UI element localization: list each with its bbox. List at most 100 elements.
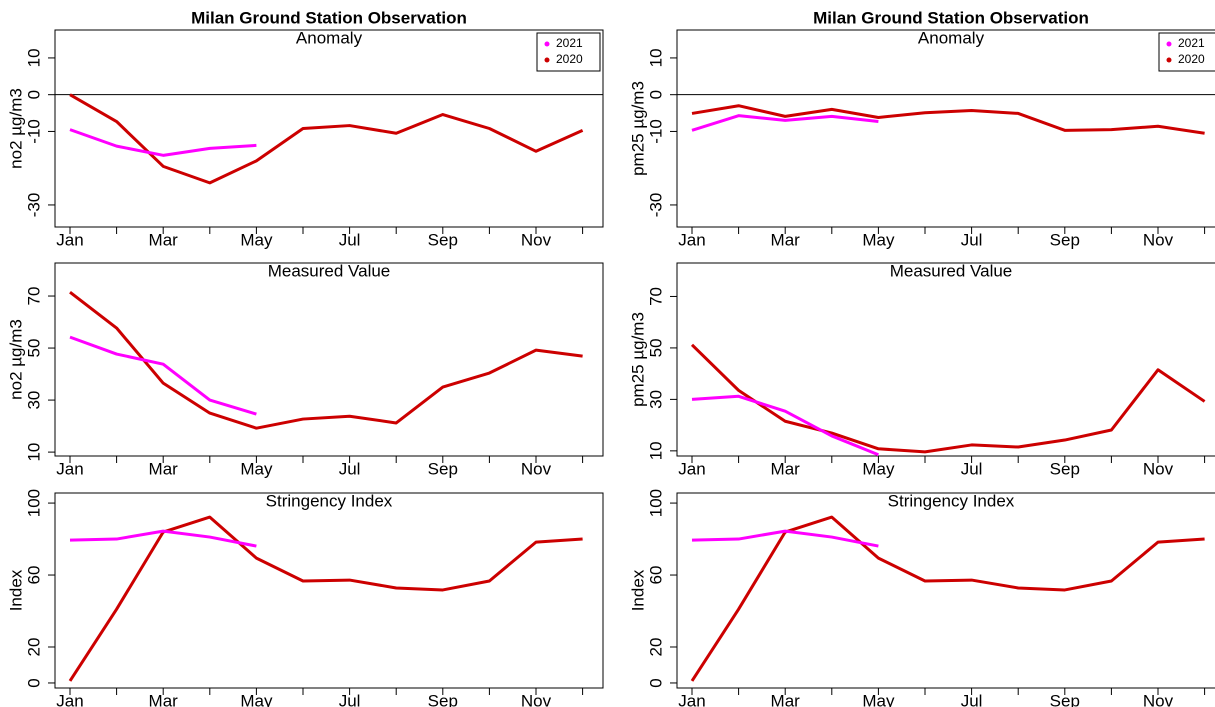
series-line (69, 128, 257, 157)
y-tick-label: 60 (24, 566, 43, 585)
series-line (69, 290, 583, 430)
x-tick-label: Jul (339, 459, 361, 478)
x-tick-label: Mar (149, 459, 179, 478)
x-tick-label: Sep (1050, 459, 1080, 478)
plot-frame (54, 29, 604, 228)
x-tick-label: Mar (771, 691, 801, 707)
y-tick-label: 0 (24, 678, 43, 687)
subtitle: Measured Value (890, 261, 1013, 280)
x-tick-label: May (862, 691, 895, 707)
x-tick-label: Jan (56, 230, 83, 249)
chart-title: Milan Ground Station Observation (191, 8, 467, 27)
series-line (690, 343, 1206, 454)
y-tick-label: 30 (24, 391, 43, 410)
y-tick-label: 10 (646, 441, 665, 460)
y-axis-label: Index (6, 569, 25, 611)
y-axis-label: no2 µg/m3 (6, 319, 25, 400)
plot-frame (54, 262, 604, 457)
x-tick-label: Nov (1143, 230, 1174, 249)
y-tick-label: 30 (646, 390, 665, 409)
y-tick-label: 10 (646, 48, 665, 67)
x-tick-label: Jan (678, 459, 705, 478)
x-tick-label: Jul (339, 691, 361, 707)
x-tick-label: May (240, 459, 273, 478)
x-tick-label: May (862, 459, 895, 478)
y-tick-label: -10 (646, 119, 665, 144)
subtitle: Stringency Index (888, 491, 1015, 510)
plot-frame (54, 492, 604, 689)
x-tick-label: Sep (428, 230, 458, 249)
subtitle: Stringency Index (266, 491, 393, 510)
legend-label: 2020 (1178, 52, 1205, 66)
y-tick-label: 20 (646, 638, 665, 657)
x-tick-label: Jul (961, 459, 983, 478)
y-tick-label: 0 (646, 678, 665, 687)
series-line (691, 394, 879, 457)
legend-marker (1166, 41, 1172, 47)
x-tick-label: Jul (961, 691, 983, 707)
x-tick-label: Mar (149, 691, 179, 707)
x-tick-label: Mar (771, 459, 801, 478)
x-tick-label: Sep (1050, 691, 1080, 707)
x-tick-label: Nov (1143, 459, 1174, 478)
y-tick-label: 70 (24, 287, 43, 306)
legend-label: 2020 (556, 52, 583, 66)
x-tick-label: May (240, 691, 273, 707)
plot-frame (676, 29, 1215, 228)
x-tick-label: Mar (771, 230, 801, 249)
x-tick-label: Sep (1050, 230, 1080, 249)
x-tick-label: Jan (56, 691, 83, 707)
legend-label: 2021 (1178, 36, 1205, 50)
y-tick-label: 100 (24, 489, 43, 517)
x-tick-label: Sep (428, 459, 458, 478)
series-line (690, 515, 1205, 682)
x-tick-label: Jul (339, 230, 361, 249)
y-tick-label: 60 (646, 566, 665, 585)
x-tick-label: Jan (678, 691, 705, 707)
series-line (69, 335, 257, 416)
x-tick-label: Sep (428, 691, 458, 707)
x-tick-label: Mar (149, 230, 179, 249)
y-tick-label: 20 (24, 638, 43, 657)
legend-marker (544, 57, 550, 63)
y-tick-label: 100 (646, 489, 665, 517)
x-tick-label: Jan (678, 230, 705, 249)
chart-title: Milan Ground Station Observation (813, 8, 1089, 27)
y-axis-label: pm25 µg/m3 (628, 81, 647, 176)
series-line (691, 529, 879, 548)
series-line (69, 93, 584, 185)
series-line (68, 515, 583, 682)
x-tick-label: May (240, 230, 273, 249)
x-tick-label: Jan (56, 459, 83, 478)
x-tick-label: Nov (1143, 691, 1174, 707)
y-axis-label: Index (628, 569, 647, 611)
plot-frame (676, 492, 1215, 689)
legend-label: 2021 (556, 36, 583, 50)
y-tick-label: 50 (646, 338, 665, 357)
legend-box (536, 32, 601, 72)
y-axis-label: pm25 µg/m3 (628, 312, 647, 407)
y-tick-label: 0 (646, 90, 665, 99)
legend-marker (1166, 57, 1172, 63)
x-tick-label: Jul (961, 230, 983, 249)
subtitle: Measured Value (268, 261, 391, 280)
y-tick-label: -30 (24, 193, 43, 218)
plot-frame (676, 262, 1215, 457)
x-tick-label: Nov (521, 691, 552, 707)
x-tick-label: May (862, 230, 895, 249)
legend-box (1158, 32, 1215, 72)
subtitle: Anomaly (296, 28, 363, 47)
y-tick-label: -30 (646, 193, 665, 218)
series-line (69, 529, 257, 548)
series-line (691, 114, 879, 132)
y-tick-label: 70 (646, 287, 665, 306)
series-line (691, 104, 1205, 135)
y-tick-label: 10 (24, 443, 43, 462)
y-tick-label: -10 (24, 119, 43, 144)
legend-marker (544, 41, 550, 47)
y-axis-label: no2 µg/m3 (6, 88, 25, 169)
subtitle: Anomaly (918, 28, 985, 47)
y-tick-label: 50 (24, 339, 43, 358)
x-tick-label: Nov (521, 230, 552, 249)
